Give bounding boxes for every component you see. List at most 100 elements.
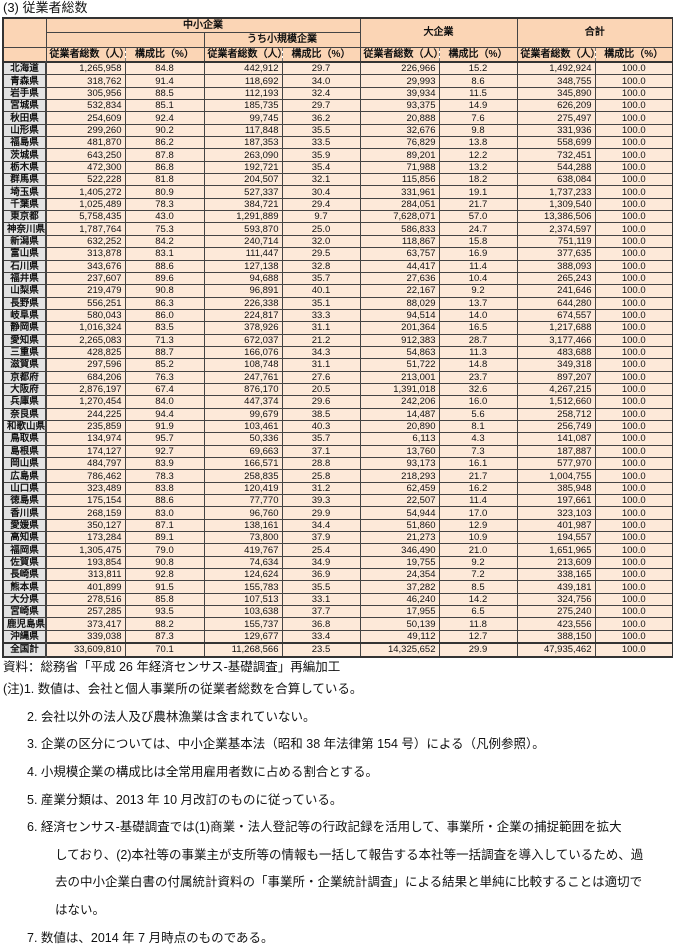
prefecture-cell: 長野県 [3, 297, 46, 309]
ratio-cell: 15.2 [439, 62, 517, 75]
ratio-cell: 100.0 [595, 581, 673, 593]
ratio-cell: 35.1 [282, 297, 360, 309]
ratio-cell: 84.0 [125, 396, 204, 408]
header-large: 大企業 [360, 18, 517, 48]
prefecture-cell: 神奈川県 [3, 223, 46, 235]
count-cell: 401,899 [46, 581, 125, 593]
ratio-cell: 37.9 [282, 532, 360, 544]
count-cell: 626,209 [517, 100, 595, 112]
ratio-cell: 100.0 [595, 235, 673, 247]
ratio-cell: 37.1 [282, 445, 360, 457]
ratio-cell: 100.0 [595, 75, 673, 87]
count-cell: 586,833 [360, 223, 439, 235]
ratio-cell: 32.8 [282, 260, 360, 272]
note-2: 2. 会社以外の法人及び農林漁業は含まれていない。 [0, 703, 673, 731]
prefecture-cell: 長崎県 [3, 569, 46, 581]
prefecture-cell: 高知県 [3, 532, 46, 544]
ratio-cell: 100.0 [595, 359, 673, 371]
count-cell: 522,228 [46, 174, 125, 186]
ratio-cell: 83.5 [125, 322, 204, 334]
ratio-cell: 13.7 [439, 297, 517, 309]
section-title: (3) 従業者総数 [0, 0, 673, 16]
count-cell: 423,556 [517, 618, 595, 630]
count-cell: 1,291,889 [204, 211, 282, 223]
prefecture-cell: 山形県 [3, 124, 46, 136]
ratio-cell: 83.1 [125, 248, 204, 260]
header-count: 従業者総数（人） [46, 48, 125, 63]
ratio-cell: 29.5 [282, 248, 360, 260]
count-cell: 256,749 [517, 420, 595, 432]
count-cell: 77,770 [204, 495, 282, 507]
count-cell: 644,280 [517, 297, 595, 309]
count-cell: 732,451 [517, 149, 595, 161]
count-cell: 1,737,233 [517, 186, 595, 198]
count-cell: 384,721 [204, 198, 282, 210]
ratio-cell: 13.2 [439, 161, 517, 173]
ratio-cell: 90.8 [125, 556, 204, 568]
prefecture-cell: 静岡県 [3, 322, 46, 334]
prefecture-cell: 茨城県 [3, 149, 46, 161]
count-cell: 37,282 [360, 581, 439, 593]
ratio-cell: 14.8 [439, 359, 517, 371]
count-cell: 166,076 [204, 346, 282, 358]
ratio-cell: 35.5 [282, 124, 360, 136]
count-cell: 1,016,324 [46, 322, 125, 334]
ratio-cell: 32.6 [439, 383, 517, 395]
ratio-cell: 21.7 [439, 198, 517, 210]
prefecture-cell: 沖縄県 [3, 630, 46, 643]
ratio-cell: 15.8 [439, 235, 517, 247]
count-cell: 88,029 [360, 297, 439, 309]
ratio-cell: 34.9 [282, 556, 360, 568]
count-cell: 1,265,958 [46, 62, 125, 75]
count-cell: 377,635 [517, 248, 595, 260]
header-total: 合計 [517, 18, 673, 48]
count-cell: 99,679 [204, 408, 282, 420]
count-cell: 24,354 [360, 569, 439, 581]
count-cell: 472,300 [46, 161, 125, 173]
count-cell: 751,119 [517, 235, 595, 247]
count-cell: 323,489 [46, 482, 125, 494]
ratio-cell: 100.0 [595, 137, 673, 149]
ratio-cell: 14.0 [439, 309, 517, 321]
ratio-cell: 13.8 [439, 137, 517, 149]
count-cell: 558,699 [517, 137, 595, 149]
ratio-cell: 88.7 [125, 346, 204, 358]
prefecture-cell: 岡山県 [3, 458, 46, 470]
ratio-cell: 84.8 [125, 62, 204, 75]
ratio-cell: 100.0 [595, 470, 673, 482]
count-cell: 593,870 [204, 223, 282, 235]
count-cell: 339,038 [46, 630, 125, 643]
count-cell: 7,628,071 [360, 211, 439, 223]
prefecture-cell: 福岡県 [3, 544, 46, 556]
count-cell: 447,374 [204, 396, 282, 408]
ratio-cell: 100.0 [595, 408, 673, 420]
count-cell: 141,087 [517, 433, 595, 445]
header-small: うち小規模企業 [204, 33, 360, 48]
ratio-cell: 100.0 [595, 396, 673, 408]
count-cell: 54,944 [360, 507, 439, 519]
count-cell: 2,876,197 [46, 383, 125, 395]
ratio-cell: 34.4 [282, 519, 360, 531]
count-cell: 275,240 [517, 606, 595, 618]
ratio-cell: 100.0 [595, 606, 673, 618]
count-cell: 876,170 [204, 383, 282, 395]
count-cell: 305,956 [46, 87, 125, 99]
ratio-cell: 90.8 [125, 285, 204, 297]
count-cell: 50,139 [360, 618, 439, 630]
ratio-cell: 14.2 [439, 593, 517, 605]
ratio-cell: 100.0 [595, 112, 673, 124]
ratio-cell: 100.0 [595, 544, 673, 556]
ratio-cell: 88.2 [125, 618, 204, 630]
ratio-cell: 87.1 [125, 519, 204, 531]
